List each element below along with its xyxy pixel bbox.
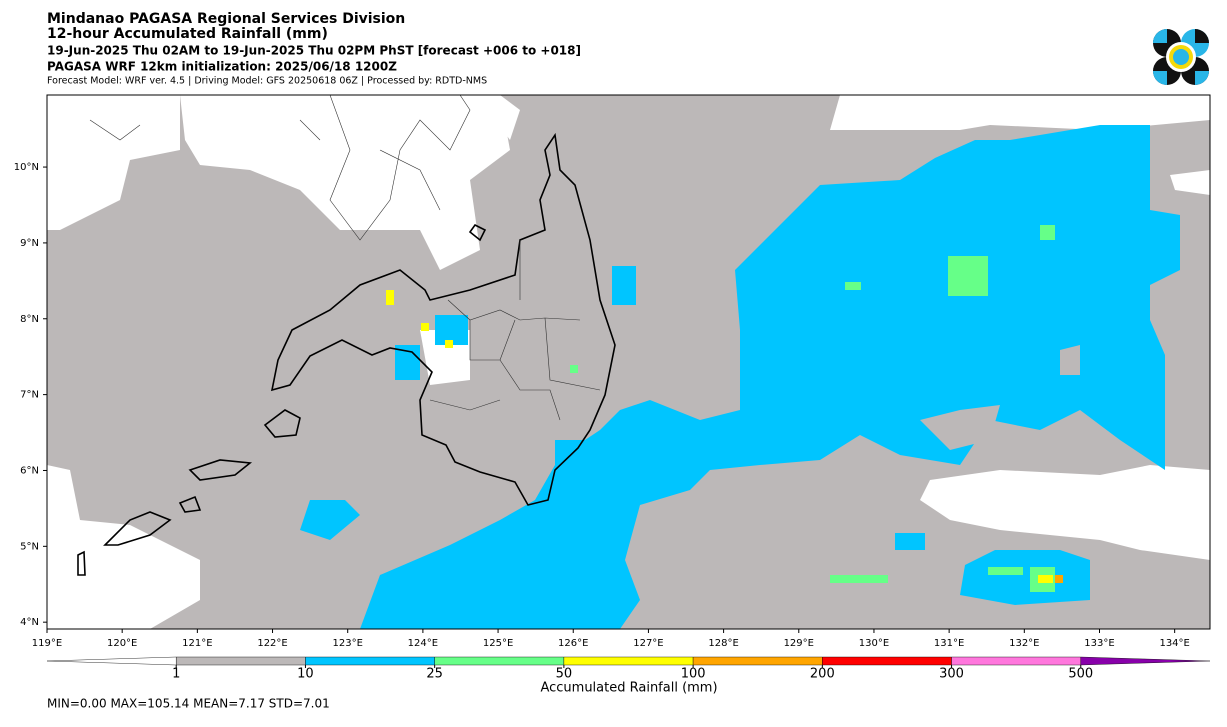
colorbar-tick-label: 25 — [426, 667, 443, 682]
x-tick-label: 124°E — [408, 638, 438, 649]
x-tick-label: 119°E — [32, 638, 62, 649]
colorbar: 1 10 25 50 100 200 300 500 — [46, 656, 1211, 682]
colorbar-label: Accumulated Rainfall (mm) — [540, 681, 717, 696]
x-tick-label: 129°E — [784, 638, 814, 649]
y-tick-label: 8°N — [20, 314, 39, 325]
y-tick-label: 10°N — [14, 162, 39, 173]
y-tick-label: 5°N — [20, 541, 39, 552]
x-tick-label: 121°E — [182, 638, 212, 649]
colorbar-segment — [46, 656, 177, 666]
y-tick-label: 6°N — [20, 465, 39, 476]
header: Mindanao PAGASA Regional Services Divisi… — [47, 11, 581, 87]
map — [47, 95, 1210, 629]
colorbar-tick-label: 300 — [939, 667, 964, 682]
colorbar-segment — [176, 656, 306, 666]
axes: 119°E 120°E 121°E 122°E 123°E 124°E 125°E 126°E… — [14, 162, 1190, 649]
x-tick-label: 133°E — [1084, 638, 1114, 649]
colorbar-segment — [305, 656, 435, 666]
x-tick-label: 134°E — [1159, 638, 1189, 649]
colorbar-tick-label: 200 — [810, 667, 835, 682]
colorbar-segment — [692, 656, 823, 666]
x-tick-label: 128°E — [708, 638, 738, 649]
x-tick-label: 131°E — [934, 638, 964, 649]
colorbar-segment — [951, 656, 1081, 666]
subtitle: 12-hour Accumulated Rainfall (mm) — [47, 26, 328, 42]
stats: MIN=0.00 MAX=105.14 MEAN=7.17 STD=7.01 — [47, 697, 330, 711]
colorbar-tick-label: 500 — [1068, 667, 1093, 682]
x-tick-label: 122°E — [257, 638, 287, 649]
colorbar-segment — [434, 656, 565, 666]
x-tick-label: 130°E — [859, 638, 889, 649]
x-tick-label: 132°E — [1009, 638, 1039, 649]
colorbar-segment — [1080, 656, 1211, 666]
colorbar-segment — [822, 656, 952, 666]
colorbar-segment — [563, 656, 694, 666]
y-tick-label: 9°N — [20, 238, 39, 249]
model-info: Forecast Model: WRF ver. 4.5 | Driving M… — [47, 76, 487, 87]
map-frame — [46, 94, 1211, 630]
x-tick-label: 126°E — [558, 638, 588, 649]
colorbar-tick-label: 1 — [172, 667, 180, 682]
colorbar-tick-label: 10 — [297, 667, 314, 682]
x-tick-label: 125°E — [483, 638, 513, 649]
x-tick-label: 127°E — [633, 638, 663, 649]
init: PAGASA WRF 12km initialization: 2025/06/… — [47, 60, 397, 74]
colorbar-tick-label: 100 — [681, 667, 706, 682]
y-tick-label: 4°N — [20, 617, 39, 628]
colorbar-tick-label: 50 — [556, 667, 573, 682]
logo — [1153, 29, 1209, 85]
x-tick-label: 123°E — [333, 638, 363, 649]
x-tick-label: 120°E — [107, 638, 137, 649]
title: Mindanao PAGASA Regional Services Divisi… — [47, 11, 405, 27]
y-tick-label: 7°N — [20, 390, 39, 401]
period: 19-Jun-2025 Thu 02AM to 19-Jun-2025 Thu … — [47, 44, 581, 58]
